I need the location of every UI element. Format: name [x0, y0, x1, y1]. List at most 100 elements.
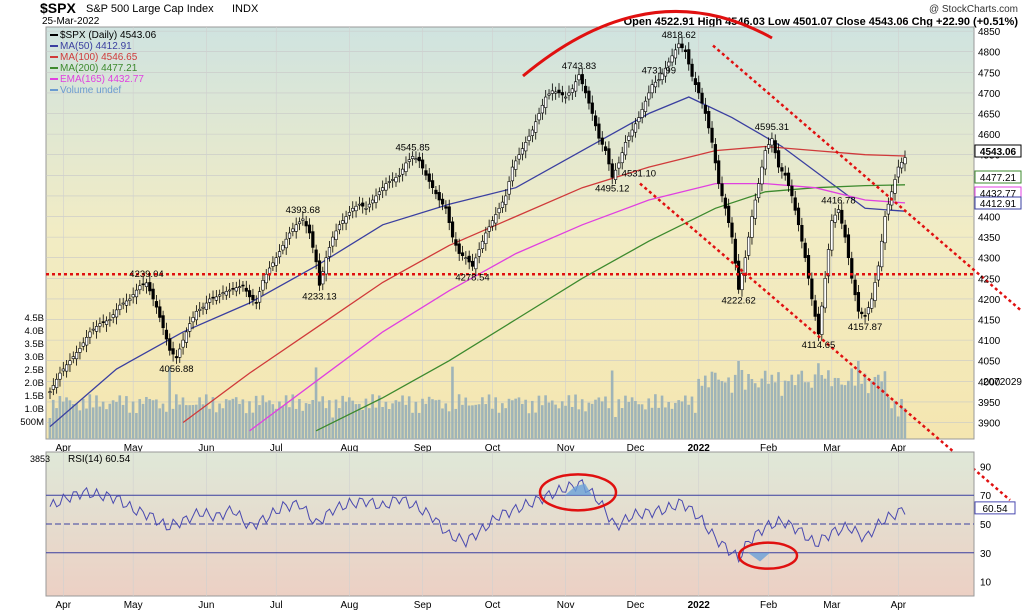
volume-bar — [75, 403, 78, 439]
candle-body — [883, 216, 887, 244]
candle-body — [687, 49, 691, 65]
candle-body — [417, 156, 421, 162]
volume-bar — [840, 384, 843, 439]
volume-bar — [414, 401, 418, 439]
candle-body — [311, 231, 315, 248]
price-tick-label: 4650 — [978, 110, 1001, 121]
volume-bar — [128, 412, 132, 439]
volume-bar — [560, 401, 564, 439]
x-tick-label: Oct — [485, 443, 501, 454]
x-tick-label: Sep — [414, 600, 432, 611]
volume-bar — [783, 380, 787, 439]
right-value-label: 4477.21 — [980, 173, 1017, 184]
volume-bar — [650, 407, 654, 439]
volume-bar — [211, 397, 215, 439]
rsi-grid — [46, 452, 974, 596]
candle-body — [460, 252, 465, 256]
candle-body — [850, 258, 854, 279]
candle-body — [657, 79, 661, 82]
candle-body — [677, 43, 681, 49]
candle-body — [490, 220, 495, 227]
candle-body — [747, 236, 751, 256]
candle-body — [860, 311, 864, 315]
x-tick-label: Feb — [760, 443, 778, 454]
candle-body — [108, 319, 112, 321]
volume-bar — [700, 385, 704, 439]
volume-bar — [451, 366, 454, 439]
volume-bar — [208, 408, 211, 439]
candle-body — [796, 207, 801, 226]
candle-body — [627, 135, 631, 141]
candle-body — [148, 282, 152, 292]
volume-tick-label: 3.0B — [24, 352, 44, 363]
legend-label: MA(100) 4546.65 — [60, 52, 138, 63]
right-value-box — [974, 196, 1022, 210]
candle-body — [131, 294, 135, 298]
volume-bar — [511, 400, 514, 439]
candle-body — [800, 224, 804, 242]
price-tick-label: 4050 — [978, 357, 1001, 368]
price-tick-label: 4100 — [978, 336, 1001, 347]
candle-body — [467, 255, 471, 263]
volume-bar — [324, 408, 328, 439]
candle-body — [61, 368, 65, 372]
x-tick-label: Feb — [760, 600, 778, 611]
candle-body — [793, 197, 797, 211]
candle-body — [810, 278, 814, 300]
volume-tick-label: 3.5B — [24, 339, 44, 350]
candle-body — [194, 310, 198, 321]
volume-bar — [81, 398, 85, 439]
volume-bar — [331, 417, 334, 439]
volume-bar — [627, 401, 631, 439]
volume-bar — [876, 374, 880, 439]
candle-body — [234, 287, 238, 292]
price-tick-label: 4850 — [978, 27, 1001, 38]
candle-body — [271, 262, 275, 267]
volume-bar — [557, 408, 561, 439]
candle-body — [524, 142, 528, 152]
rsi-tick-label: 50 — [980, 520, 992, 531]
volume-bar — [198, 397, 201, 439]
trend-annotations — [46, 10, 1023, 501]
candle-body — [870, 298, 874, 309]
candle-body — [504, 195, 508, 205]
x-tick-label: Oct — [485, 600, 501, 611]
volume-bar — [813, 374, 817, 439]
candle-body — [138, 285, 142, 291]
volume-bar — [667, 402, 670, 439]
price-tick-label: 3950 — [978, 398, 1001, 409]
candle-body — [680, 43, 684, 49]
volume-bar — [171, 408, 175, 439]
price-tick-label: 4750 — [978, 68, 1001, 79]
candle-body — [730, 222, 734, 238]
volume-bar — [351, 400, 354, 439]
candle-body — [683, 49, 688, 53]
candle-body — [144, 282, 149, 287]
volume-bar — [896, 416, 900, 439]
candle-body — [896, 166, 900, 178]
candle-body — [414, 158, 418, 160]
rsi-overbought-circle — [538, 473, 618, 512]
x-tick-label: Jul — [270, 600, 283, 611]
candle-body — [653, 81, 658, 88]
candle-body — [637, 117, 641, 123]
candle-body — [510, 166, 515, 182]
candle-body — [334, 230, 338, 240]
candle-body — [297, 221, 302, 225]
candle-body — [154, 301, 159, 308]
volume-bar — [328, 400, 331, 439]
volume-bar — [534, 412, 537, 439]
candle-body — [816, 313, 821, 335]
volume-bar — [540, 405, 544, 439]
rsi-oversold-circle — [737, 541, 799, 570]
volume-bar — [148, 398, 152, 439]
volume-bar — [837, 378, 840, 439]
rsi-value-label: 60.54 — [982, 504, 1007, 515]
volume-bars — [48, 361, 907, 439]
volume-bar — [501, 403, 504, 439]
candle-body — [763, 150, 767, 170]
top-arc — [522, 10, 773, 78]
candle-body — [613, 169, 618, 180]
price-annotation-label: 4114.65 — [802, 340, 836, 351]
candle-body — [371, 199, 375, 204]
